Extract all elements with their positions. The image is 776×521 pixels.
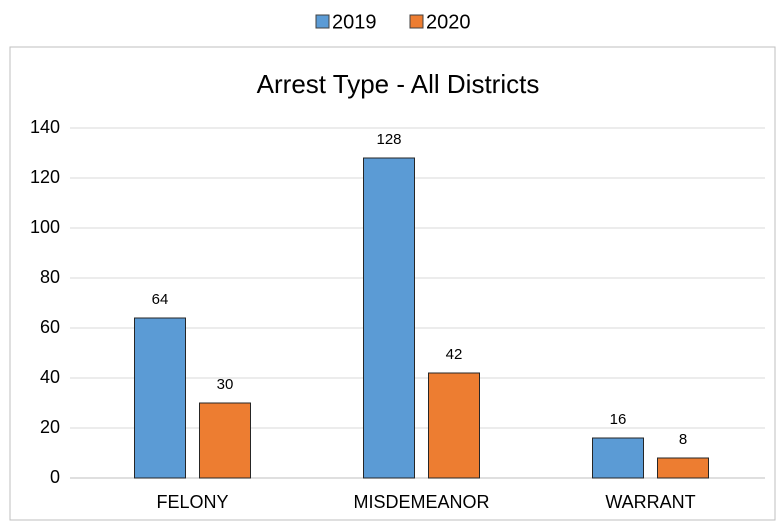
y-tick-label: 140 bbox=[30, 117, 60, 137]
bar bbox=[657, 457, 709, 479]
data-label: 42 bbox=[446, 346, 463, 363]
y-tick-label: 40 bbox=[40, 367, 60, 387]
legend-swatch bbox=[409, 14, 424, 29]
y-tick-label: 20 bbox=[40, 417, 60, 437]
bar bbox=[134, 317, 186, 479]
legend-label: 2020 bbox=[426, 11, 471, 33]
data-label: 30 bbox=[217, 376, 234, 393]
data-label: 8 bbox=[679, 431, 687, 448]
legend-label: 2019 bbox=[332, 11, 377, 33]
y-tick-label: 120 bbox=[30, 167, 60, 187]
data-label: 128 bbox=[376, 131, 401, 148]
y-tick-label: 0 bbox=[50, 467, 60, 487]
y-tick-label: 60 bbox=[40, 317, 60, 337]
data-label: 16 bbox=[610, 411, 627, 428]
legend-swatch bbox=[315, 14, 330, 29]
y-tick-label: 100 bbox=[30, 217, 60, 237]
x-tick-label: FELONY bbox=[156, 492, 228, 512]
bar bbox=[199, 402, 251, 479]
x-tick-label: WARRANT bbox=[605, 492, 695, 512]
bar bbox=[363, 157, 415, 479]
bar bbox=[428, 372, 480, 479]
bar bbox=[592, 437, 644, 479]
x-tick-label: MISDEMEANOR bbox=[353, 492, 489, 512]
data-label: 64 bbox=[152, 291, 169, 308]
y-tick-label: 80 bbox=[40, 267, 60, 287]
chart-title: Arrest Type - All Districts bbox=[257, 69, 540, 99]
